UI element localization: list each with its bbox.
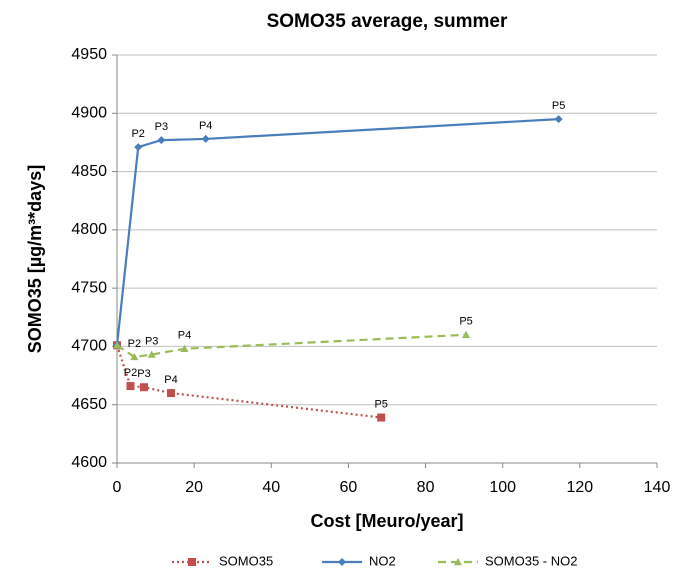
y-tick-label: 4700 xyxy=(71,338,107,355)
marker xyxy=(167,389,175,398)
marker xyxy=(201,134,210,143)
marker xyxy=(180,344,189,352)
marker xyxy=(130,352,139,361)
series-line xyxy=(115,118,559,346)
y-tick-label: 4850 xyxy=(71,163,107,180)
point-label: P5 xyxy=(459,316,472,328)
marker xyxy=(113,341,121,349)
legend-label: SOMO35 - NO2 xyxy=(485,553,577,568)
marker xyxy=(188,558,196,566)
x-axis-label: Cost [Meuro/year] xyxy=(310,511,463,531)
x-tick-label: 40 xyxy=(262,479,280,496)
marker xyxy=(454,558,462,566)
x-tick-label: 0 xyxy=(113,479,122,496)
marker xyxy=(126,382,135,391)
point-label: P4 xyxy=(164,374,177,386)
y-tick-label: 4600 xyxy=(71,454,107,471)
marker xyxy=(147,350,156,358)
point-label: P4 xyxy=(199,120,212,132)
point-label: P3 xyxy=(137,368,150,380)
x-tick-label: 100 xyxy=(489,479,516,496)
point-label: P5 xyxy=(374,398,387,410)
point-label: P3 xyxy=(155,121,168,133)
y-axis-label: SOMO35 [µg/m³*days] xyxy=(25,165,45,353)
x-tick-label: 60 xyxy=(340,479,358,496)
marker xyxy=(462,330,471,338)
y-tick-label: 4950 xyxy=(71,46,107,63)
point-label: P3 xyxy=(145,335,158,347)
point-label: P4 xyxy=(178,330,191,342)
y-tick-label: 4750 xyxy=(71,279,107,296)
point-label: P2 xyxy=(131,128,144,140)
chart-title: SOMO35 average, summer xyxy=(267,11,508,32)
y-tick-label: 4650 xyxy=(71,396,107,413)
marker xyxy=(134,143,143,152)
legend-label: NO2 xyxy=(369,553,396,568)
x-tick-label: 20 xyxy=(185,479,203,496)
x-tick-label: 140 xyxy=(644,479,671,496)
x-tick-label: 80 xyxy=(417,479,435,496)
x-tick-label: 120 xyxy=(567,479,594,496)
series-line xyxy=(116,333,467,359)
marker xyxy=(338,558,346,566)
point-label: P5 xyxy=(552,100,565,112)
marker xyxy=(140,383,148,392)
y-tick-label: 4900 xyxy=(71,105,107,122)
y-tick-label: 4800 xyxy=(71,221,107,238)
point-label: P2 xyxy=(124,367,137,379)
point-label: P2 xyxy=(128,338,141,350)
marker xyxy=(554,115,563,124)
marker xyxy=(157,136,166,145)
marker xyxy=(377,413,386,422)
series-line xyxy=(115,344,382,419)
legend-label: SOMO35 xyxy=(219,553,273,568)
